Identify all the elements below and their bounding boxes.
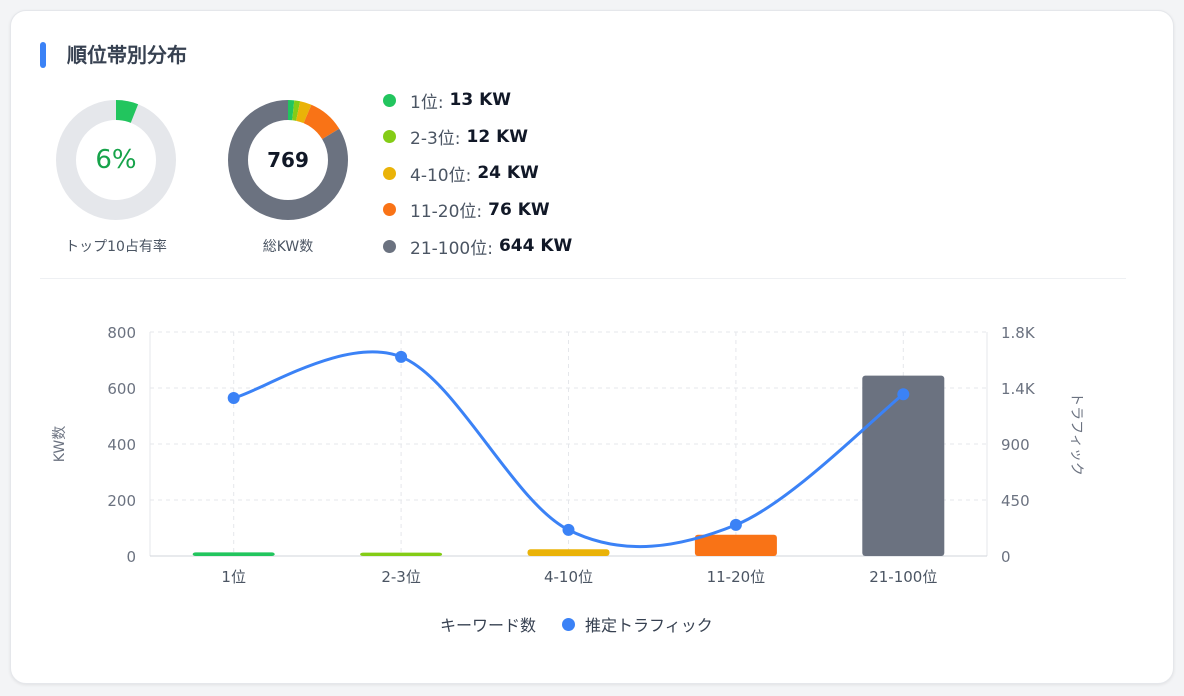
legend-value: 12 KW [466, 126, 529, 147]
rank-distribution-card [10, 10, 1174, 684]
card-title: 順位帯別分布 [67, 43, 187, 67]
bar-keyword-count[interactable] [694, 534, 777, 556]
traffic-point[interactable] [562, 523, 575, 536]
y2-tick-label: 900 [1001, 436, 1030, 454]
legend-label: 21-100位: [410, 238, 493, 259]
legend-dot [383, 93, 396, 107]
x-tick-label: 21-100位 [869, 568, 937, 586]
y2-tick-label: 1.8K [1001, 324, 1036, 342]
legend-traffic-dot [562, 617, 576, 631]
legend-value: 24 KW [477, 163, 539, 184]
legend-label: 2-3位: [410, 129, 461, 150]
y2-axis-title: トラフィック [1068, 392, 1084, 476]
legend-item-rank4-10: 4-10位: 24 KW [383, 155, 572, 192]
section-divider [40, 278, 1126, 279]
total-kw-donut: 769 [228, 100, 348, 220]
bar-keyword-count[interactable] [360, 552, 443, 556]
y-tick-label: 200 [107, 492, 136, 510]
legend-label: 1位: [410, 92, 444, 113]
y-tick-label: 0 [126, 548, 136, 566]
total-kw-value: 769 [267, 148, 309, 172]
y2-tick-label: 0 [1001, 548, 1011, 566]
x-tick-label: 11-20位 [707, 568, 766, 586]
x-tick-label: 1位 [221, 568, 246, 586]
y2-tick-label: 450 [1001, 492, 1030, 510]
total-kw-caption: 総KW数 [262, 239, 314, 255]
y-axis-title: KW数 [52, 426, 68, 463]
x-tick-label: 4-10位 [544, 568, 593, 586]
y-tick-label: 600 [107, 380, 136, 398]
y-tick-label: 400 [107, 436, 136, 454]
legend-item-rank1: 1位: 13 KW [383, 82, 572, 119]
traffic-point[interactable] [395, 350, 408, 363]
top10-share-ring [56, 100, 176, 220]
y-tick-label: 800 [107, 324, 136, 342]
bar-keyword-count[interactable] [527, 549, 610, 556]
top10-share-donut: 6% [56, 100, 176, 220]
legend-estimated-traffic[interactable]: 推定トラフィック [585, 616, 713, 635]
total-kw-ring [228, 100, 348, 220]
bar-keyword-count[interactable] [192, 552, 275, 556]
y2-tick-label: 1.4K [1001, 380, 1036, 398]
legend-value: 644 KW [498, 236, 573, 257]
rank-legend: 1位: 13 KW 2-3位: 12 KW 4-10位: 24 KW 11-20… [383, 82, 572, 265]
legend-dot [383, 130, 396, 144]
top10-share-value: 6% [95, 145, 137, 175]
legend-dot [383, 239, 396, 253]
legend-item-rank21-100: 21-100位: 644 KW [383, 228, 572, 265]
legend-item-rank11-20: 11-20位: 76 KW [383, 192, 572, 229]
top10-ring-fill [56, 100, 176, 220]
traffic-point[interactable] [729, 518, 742, 531]
top10-share-caption: トップ10占有率 [65, 239, 167, 255]
x-tick-label: 2-3位 [381, 568, 421, 586]
legend-dot [383, 166, 396, 180]
legend-value: 13 KW [449, 90, 512, 111]
chart-legend: キーワード数 推定トラフィック [440, 612, 713, 636]
legend-value: 76 KW [488, 199, 550, 220]
legend-item-rank2-3: 2-3位: 12 KW [383, 119, 572, 156]
bar-keyword-count[interactable] [862, 375, 945, 556]
rank-combo-chart: 0 200 400 600 800 0 450 900 1.4K 1.8K KW数 トラフィック 1位 2… [52, 324, 1084, 586]
traffic-point[interactable] [897, 388, 910, 401]
donut-segment-rank21-100 [228, 100, 348, 220]
legend-label: 4-10位: [410, 165, 472, 186]
traffic-point[interactable] [227, 391, 240, 404]
legend-label: 11-20位: [410, 202, 483, 223]
legend-dot [383, 203, 396, 217]
legend-keyword-count[interactable]: キーワード数 [440, 616, 537, 635]
title-accent-bar [40, 42, 46, 68]
